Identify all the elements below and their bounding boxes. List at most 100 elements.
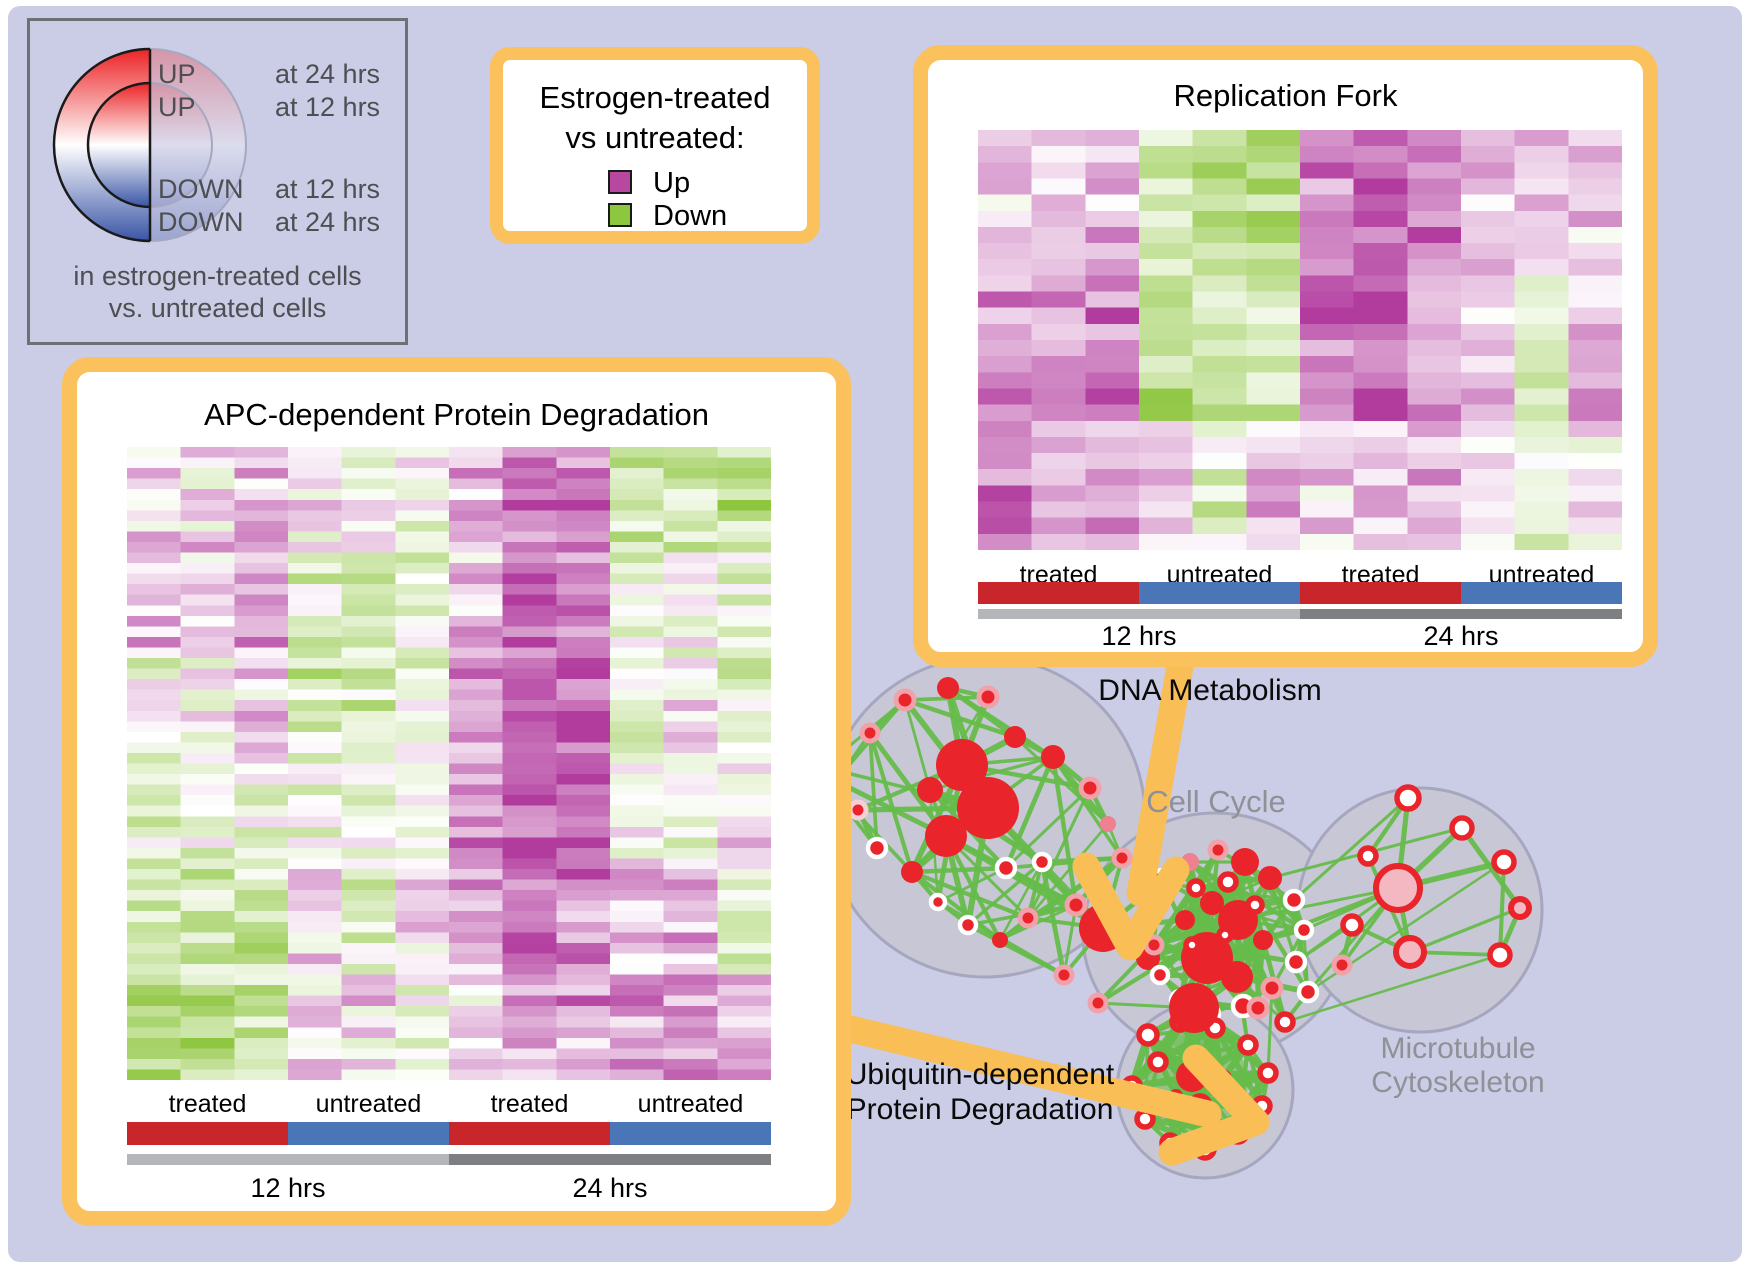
treatment-bar-segment	[610, 1122, 771, 1145]
legend-direction: DOWN	[158, 174, 244, 204]
legend-caption-line2: vs. untreated cells	[108, 293, 327, 323]
gene-node	[937, 677, 959, 699]
gene-node	[1217, 871, 1239, 893]
gene-node	[1041, 745, 1065, 769]
gene-node	[1258, 866, 1282, 890]
treatment-bar-segment	[978, 582, 1139, 604]
gene-node	[1221, 961, 1253, 993]
gene-node	[1284, 950, 1308, 974]
legend-direction: DOWN	[158, 207, 244, 237]
gene-node	[1340, 913, 1364, 937]
time-label: 12 hrs	[1101, 621, 1177, 651]
arrow-to-dna-metabolism-stem	[1126, 641, 1196, 907]
gene-node	[1186, 878, 1206, 898]
legend-time: at 12 hrs	[275, 174, 381, 204]
gene-node	[1246, 996, 1270, 1020]
legend-caption-line1: in estrogen-treated cells	[73, 261, 362, 291]
group-label: untreated	[315, 1090, 422, 1118]
apc-degradation-panel: APC-dependent Protein Degradation treate…	[62, 357, 851, 1226]
group-label: treated	[168, 1090, 247, 1118]
group-label: treated	[490, 1090, 569, 1118]
panel-title: APC-dependent Protein Degradation	[204, 397, 709, 432]
gene-node	[865, 836, 889, 860]
treatment-bar-segment	[288, 1122, 449, 1145]
network-nodes	[808, 677, 1532, 1161]
legend-time: at 12 hrs	[275, 92, 381, 122]
arrow-to-ubiquitin-cluster-head	[1158, 1044, 1270, 1166]
gene-node	[847, 799, 869, 821]
cluster-mt	[1296, 786, 1544, 1034]
gene-node	[1149, 964, 1171, 986]
gene-node	[917, 777, 943, 803]
gene-node	[1111, 847, 1133, 869]
treatment-bar-segment	[1461, 582, 1622, 604]
gene-node	[1207, 839, 1229, 861]
gene-node	[928, 892, 948, 912]
timepoint-color-bar	[978, 609, 1622, 619]
gene-node	[1491, 849, 1517, 875]
gene-node	[1200, 891, 1224, 915]
gene-node	[957, 914, 979, 936]
gene-node	[1394, 784, 1422, 812]
gene-node	[976, 685, 1000, 709]
panel-title: Replication Fork	[1173, 78, 1398, 113]
gene-node	[1087, 992, 1109, 1014]
gene-node	[1282, 888, 1306, 912]
gene-node	[1017, 907, 1039, 929]
treatment-bar-segment	[127, 1122, 288, 1145]
gene-node	[1508, 896, 1532, 920]
gene-node	[1357, 845, 1379, 867]
gene-node	[1373, 863, 1423, 913]
treatment-bar-segment	[1300, 582, 1461, 604]
estrogen-legend-title-line2: vs untreated:	[565, 120, 745, 155]
cluster-labels: DNA Metabolism Cell Cycle MicrotubuleCytos…	[846, 674, 1545, 1126]
updown-gradient-circle	[52, 47, 247, 243]
treatment-color-bar	[978, 582, 1622, 604]
gene-node	[1078, 776, 1102, 800]
gene-node	[925, 815, 967, 857]
gene-node	[1237, 1034, 1259, 1056]
gene-node	[1253, 930, 1273, 950]
legend-time: at 24 hrs	[275, 59, 381, 89]
estrogen-legend-title-line1: Estrogen-treated	[539, 80, 771, 115]
arrow-to-dna-metabolism-head	[1072, 852, 1190, 961]
treatment-bar-segment	[449, 1122, 610, 1145]
timepoint-bar-segment	[449, 1154, 771, 1165]
gene-node	[1216, 926, 1234, 944]
gene-node	[1293, 919, 1315, 941]
group-label: untreated	[637, 1090, 744, 1118]
down-label: Down	[653, 200, 728, 232]
gene-node	[1231, 848, 1259, 876]
estrogen-color-legend: Estrogen-treated vs untreated: Up Down	[490, 47, 820, 244]
apc-degradation-heatmap	[127, 447, 772, 1081]
gene-node	[1169, 983, 1219, 1033]
updown-gradient-legend: UP at 24 hrs UP at 12 hrs DOWN at 12 hrs…	[27, 18, 408, 345]
time-label: 12 hrs	[250, 1173, 326, 1203]
label-cell-cycle: Cell Cycle	[1146, 784, 1286, 819]
treatment-color-bar	[127, 1122, 771, 1145]
label-microtubule-2: Cytoskeleton	[1371, 1066, 1544, 1099]
gene-node	[1031, 851, 1053, 873]
replication-fork-panel: Replication Fork treated untreated treat…	[913, 45, 1658, 667]
arrow-to-ubiquitin-cluster-stem	[832, 1014, 1222, 1128]
gene-node	[992, 932, 1008, 948]
legend-direction: UP	[158, 59, 196, 89]
timepoint-labels: 12 hrs 24 hrs	[127, 1173, 771, 1204]
treatment-bar-segment	[1139, 582, 1300, 604]
gene-node	[957, 777, 1019, 839]
gene-node	[859, 722, 881, 744]
timepoint-labels: 12 hrs 24 hrs	[978, 621, 1622, 652]
up-color-swatch	[608, 170, 632, 194]
gene-node	[994, 856, 1018, 880]
gene-node	[901, 861, 923, 883]
gene-node	[1183, 936, 1201, 954]
down-color-swatch	[608, 203, 632, 227]
gene-node	[1053, 964, 1075, 986]
gene-node	[1136, 1023, 1160, 1047]
gene-node	[1331, 954, 1353, 976]
label-ubiquitin-1: Ubiquitin-dependent	[846, 1058, 1115, 1091]
replication-fork-heatmap	[978, 130, 1623, 551]
gene-node	[1004, 726, 1026, 748]
